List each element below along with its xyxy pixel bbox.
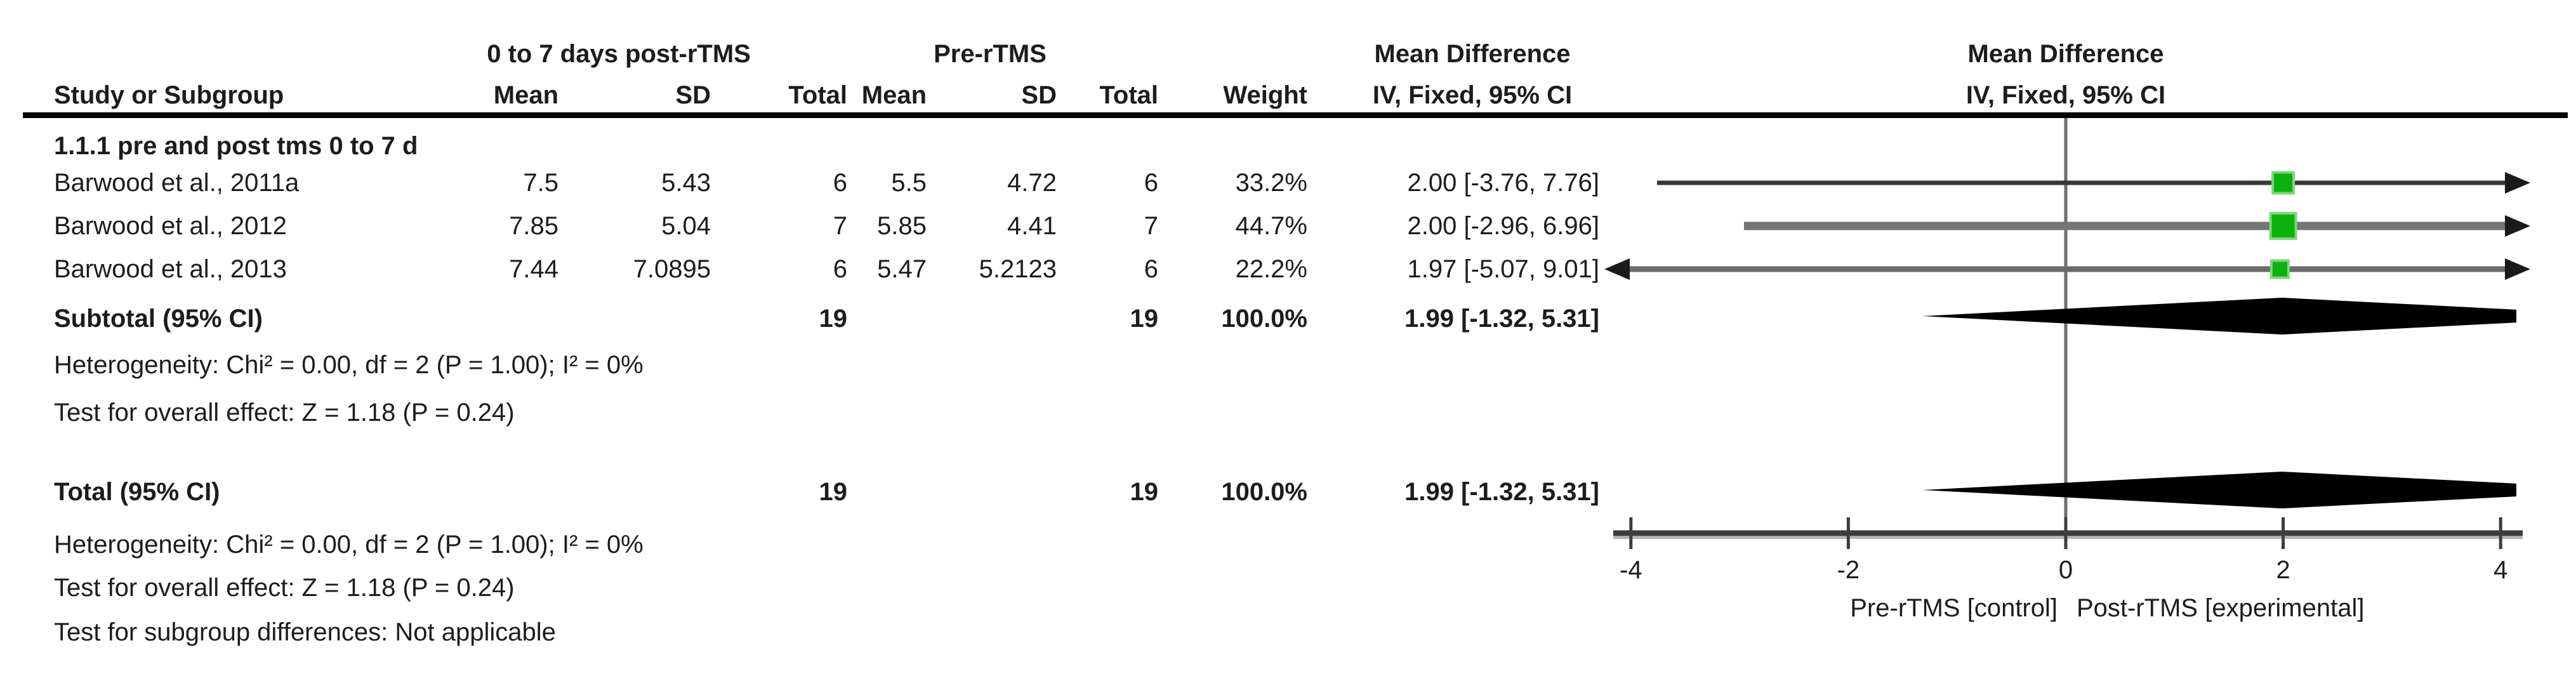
- axis-tick-label: 0: [2059, 556, 2073, 584]
- mean-experimental: 7.5: [523, 169, 558, 197]
- total-control: 7: [1144, 212, 1158, 240]
- sd-experimental: 5.04: [661, 212, 711, 240]
- total-experimental: 6: [833, 169, 847, 197]
- total-control: 6: [1144, 255, 1158, 283]
- subtotal-md-ci: 1.99 [-1.32, 5.31]: [1404, 305, 1599, 333]
- subtotal-label: Subtotal (95% CI): [54, 305, 263, 333]
- md-ci-value: 2.00 [-2.96, 6.96]: [1407, 212, 1599, 240]
- total-exp-column-header: Total: [788, 81, 847, 109]
- favours-experimental-label: Post-rTMS [experimental]: [2077, 594, 2364, 622]
- ci-text-column-header: IV, Fixed, 95% CI: [1372, 81, 1573, 109]
- weight-value: 44.7%: [1235, 212, 1307, 240]
- study-name: Barwood et al., 2012: [54, 212, 287, 240]
- weight-value: 22.2%: [1235, 255, 1307, 283]
- header-rule: [23, 112, 2568, 118]
- experimental-group-header: 0 to 7 days post-rTMS: [487, 40, 751, 68]
- axis-tick-label: -4: [1620, 556, 1642, 584]
- weight-square: [2271, 171, 2295, 195]
- total-experimental: 6: [833, 255, 847, 283]
- weight-square: [2269, 259, 2290, 279]
- total-ctrl-column-header: Total: [1099, 81, 1158, 109]
- overall-effect-text: Test for overall effect: Z = 1.18 (P = 0…: [54, 399, 515, 427]
- mean-control: 5.47: [877, 255, 927, 283]
- sd-ctrl-column-header: SD: [1021, 81, 1057, 109]
- total-total-control: 19: [1130, 478, 1159, 506]
- weight-value: 33.2%: [1235, 169, 1307, 197]
- sd-experimental: 5.43: [661, 169, 711, 197]
- weight-square: [2269, 212, 2297, 240]
- mean-control: 5.5: [891, 169, 927, 197]
- heterogeneity-text: Heterogeneity: Chi² = 0.00, df = 2 (P = …: [54, 531, 644, 559]
- right-clip-arrow: [2505, 258, 2530, 280]
- axis-tick-label: 4: [2493, 556, 2507, 584]
- sd-control: 4.72: [1007, 169, 1057, 197]
- mean-difference-text-header: Mean Difference: [1374, 40, 1571, 68]
- total-total-experimental: 19: [819, 478, 848, 506]
- heterogeneity-text: Heterogeneity: Chi² = 0.00, df = 2 (P = …: [54, 351, 644, 379]
- total-label: Total (95% CI): [54, 478, 220, 506]
- total-diamond: [1922, 472, 2516, 508]
- sd-control: 5.2123: [979, 255, 1057, 283]
- subgroup-heading: 1.1.1 pre and post tms 0 to 7 d: [54, 132, 418, 160]
- overall-effect-text: Test for overall effect: Z = 1.18 (P = 0…: [54, 574, 515, 602]
- subtotal-total-experimental: 19: [819, 305, 848, 333]
- subtotal-diamond: [1922, 298, 2516, 335]
- axis-tick-label: -2: [1837, 556, 1860, 584]
- subgroup-differences-text: Test for subgroup differences: Not appli…: [54, 618, 556, 646]
- total-weight: 100.0%: [1221, 478, 1307, 506]
- mean-experimental: 7.85: [509, 212, 558, 240]
- total-md-ci: 1.99 [-1.32, 5.31]: [1404, 478, 1599, 506]
- control-group-header: Pre-rTMS: [934, 40, 1047, 68]
- sd-experimental: 7.0895: [633, 255, 711, 283]
- md-ci-value: 1.97 [-5.07, 9.01]: [1407, 255, 1599, 283]
- study-name: Barwood et al., 2013: [54, 255, 287, 283]
- study-name: Barwood et al., 2011a: [54, 169, 300, 197]
- sd-exp-column-header: SD: [675, 81, 711, 109]
- weight-column-header: Weight: [1223, 81, 1307, 109]
- mean-difference-plot-header: Mean Difference: [1967, 40, 2164, 68]
- total-experimental: 7: [833, 212, 847, 240]
- mean-control: 5.85: [877, 212, 927, 240]
- ci-plot-column-header: IV, Fixed, 95% CI: [1965, 81, 2166, 109]
- mean-experimental: 7.44: [509, 255, 558, 283]
- axis-tick-label: 2: [2276, 556, 2290, 584]
- right-clip-arrow: [2505, 172, 2530, 194]
- right-clip-arrow: [2505, 215, 2530, 237]
- total-control: 6: [1144, 169, 1158, 197]
- favours-control-label: Pre-rTMS [control]: [1850, 594, 2057, 622]
- mean-exp-column-header: Mean: [493, 81, 558, 109]
- study-column-header: Study or Subgroup: [54, 81, 284, 109]
- subtotal-weight: 100.0%: [1221, 305, 1307, 333]
- left-clip-arrow: [1604, 258, 1630, 280]
- subtotal-total-control: 19: [1130, 305, 1159, 333]
- sd-control: 4.41: [1007, 212, 1057, 240]
- md-ci-value: 2.00 [-3.76, 7.76]: [1407, 169, 1599, 197]
- mean-ctrl-column-header: Mean: [861, 81, 927, 109]
